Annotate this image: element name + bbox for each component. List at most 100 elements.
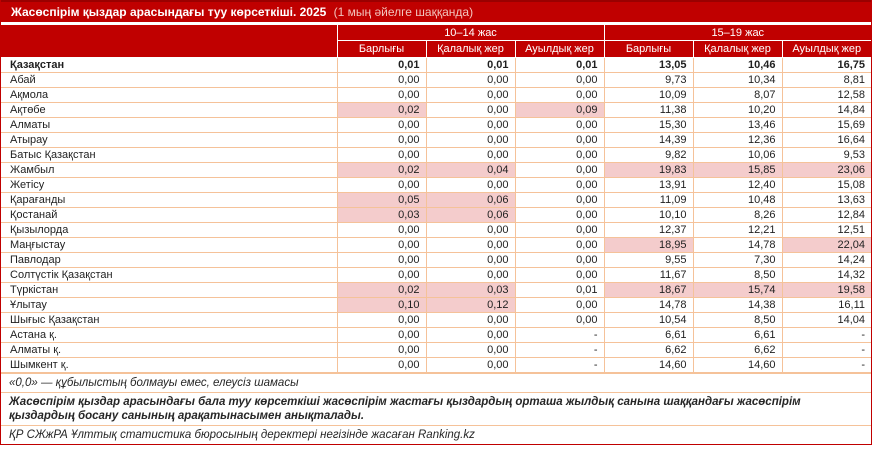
- table-row: Алматы қ. 0,00 0,00-6,62 6,62-: [1, 342, 871, 358]
- data-table: 10–14 жас 15–19 жас Барлығы Қалалық жер …: [1, 24, 871, 373]
- value-cell: 0,00: [336, 177, 427, 193]
- value-cell: 12,84: [781, 207, 871, 223]
- value-cell: 0,02: [336, 102, 427, 118]
- value-cell: 14,60: [692, 357, 783, 373]
- value-cell: 0,00: [336, 72, 427, 88]
- region-cell: Түркістан: [1, 282, 338, 298]
- value-cell: 0,00: [425, 177, 516, 193]
- value-cell: 10,20: [692, 102, 783, 118]
- value-cell: 0,00: [514, 237, 605, 253]
- region-cell: Абай: [1, 72, 338, 88]
- value-cell: 18,95: [603, 237, 694, 253]
- value-cell: 18,67: [603, 282, 694, 298]
- value-cell: 11,09: [603, 192, 694, 208]
- value-cell: 9,82: [603, 147, 694, 163]
- value-cell: 10,34: [692, 72, 783, 88]
- value-cell: 0,06: [425, 207, 516, 223]
- title-bar: Жасөспірім қыздар арасындағы туу көрсетк…: [1, 0, 871, 24]
- value-cell: 8,26: [692, 207, 783, 223]
- value-cell: 9,73: [603, 72, 694, 88]
- value-cell: 0,03: [425, 282, 516, 298]
- value-cell: 0,00: [425, 357, 516, 373]
- value-cell: 13,91: [603, 177, 694, 193]
- value-cell: 0,00: [336, 252, 427, 268]
- value-cell: 0,00: [425, 132, 516, 148]
- value-cell: 12,36: [692, 132, 783, 148]
- value-cell: 0,00: [514, 252, 605, 268]
- value-cell: 13,05: [603, 57, 694, 73]
- region-cell: Қарағанды: [1, 192, 338, 208]
- value-cell: 0,00: [514, 72, 605, 88]
- value-cell: 0,00: [514, 312, 605, 328]
- table-row: Қостанай 0,03 0,06 0,00 10,10 8,26 12,84: [1, 207, 871, 223]
- value-cell: 0,00: [514, 222, 605, 238]
- value-cell: 14,78: [603, 297, 694, 313]
- table-row: Шығыс Қазақстан 0,00 0,00 0,00 10,54 8,50 14,0…: [1, 312, 871, 328]
- value-cell: 16,11: [781, 297, 871, 313]
- value-cell: 6,61: [692, 327, 783, 343]
- value-cell: 6,62: [603, 342, 694, 358]
- value-cell: 0,12: [425, 297, 516, 313]
- region-cell: Батыс Қазақстан: [1, 147, 338, 163]
- value-cell: 0,00: [514, 207, 605, 223]
- value-cell: 10,06: [692, 147, 783, 163]
- value-cell: -: [514, 357, 605, 373]
- value-cell: 11,38: [603, 102, 694, 118]
- table-row: Шымкент қ. 0,00 0,00-14,60 14,60-: [1, 357, 871, 373]
- header-col-total-1519: Барлығы: [603, 40, 694, 58]
- value-cell: 0,00: [514, 297, 605, 313]
- table-row: Маңғыстау 0,00 0,00 0,00 18,95 14,78 22,04: [1, 237, 871, 253]
- value-cell: 0,00: [336, 357, 427, 373]
- header-col-rural-1014: Ауылдық жер: [514, 40, 605, 58]
- value-cell: 12,58: [781, 87, 871, 103]
- table-row: Қарағанды 0,05 0,06 0,00 11,09 10,48 13,63: [1, 192, 871, 208]
- value-cell: 0,01: [336, 57, 427, 73]
- value-cell: 0,00: [514, 147, 605, 163]
- value-cell: 0,00: [336, 327, 427, 343]
- value-cell: 10,10: [603, 207, 694, 223]
- region-cell: Шығыс Қазақстан: [1, 312, 338, 328]
- header-col-total-1014: Барлығы: [337, 40, 427, 58]
- region-cell: Атырау: [1, 132, 338, 148]
- value-cell: 9,55: [603, 252, 694, 268]
- value-cell: 23,06: [781, 162, 871, 178]
- value-cell: 0,00: [425, 312, 516, 328]
- value-cell: 0,02: [336, 162, 427, 178]
- value-cell: 14,38: [692, 297, 783, 313]
- table-row: Солтүстік Қазақстан 0,00 0,00 0,00 11,67 8,50…: [1, 267, 871, 283]
- value-cell: 8,50: [692, 267, 783, 283]
- value-cell: 0,00: [425, 342, 516, 358]
- value-cell: 6,62: [692, 342, 783, 358]
- header-col-urban-1519: Қалалық жер: [692, 40, 783, 58]
- value-cell: 8,07: [692, 87, 783, 103]
- value-cell: 0,00: [514, 162, 605, 178]
- value-cell: 10,48: [692, 192, 783, 208]
- header-group-10-14: 10–14 жас: [336, 24, 605, 41]
- page-title-subtitle: (1 мың әйелге шаққанда): [333, 5, 474, 19]
- value-cell: 14,04: [781, 312, 871, 328]
- value-cell: 0,00: [514, 267, 605, 283]
- table-row: Жетісу 0,00 0,00 0,00 13,91 12,40 15,08: [1, 177, 871, 193]
- value-cell: 12,21: [692, 222, 783, 238]
- value-cell: 0,00: [425, 237, 516, 253]
- region-cell: Ұлытау: [1, 297, 338, 313]
- table-row: Павлодар 0,00 0,00 0,00 9,55 7,30 14,24: [1, 252, 871, 268]
- value-cell: 0,03: [336, 207, 427, 223]
- value-cell: 0,00: [425, 102, 516, 118]
- table-header: 10–14 жас 15–19 жас Барлығы Қалалық жер …: [1, 24, 871, 58]
- region-cell: Қазақстан: [1, 57, 338, 73]
- footnote-methodology: Жасөспірім қыздар арасындағы бала туу кө…: [1, 392, 871, 425]
- header-col-rural-1519: Ауылдық жер: [781, 40, 871, 58]
- region-cell: Жамбыл: [1, 162, 338, 178]
- value-cell: 13,63: [781, 192, 871, 208]
- value-cell: 0,00: [336, 117, 427, 133]
- region-cell: Солтүстік Қазақстан: [1, 267, 338, 283]
- value-cell: 12,51: [781, 222, 871, 238]
- value-cell: 10,46: [692, 57, 783, 73]
- header-sub-row: Барлығы Қалалық жер Ауылдық жер Барлығы …: [1, 40, 871, 58]
- value-cell: 7,30: [692, 252, 783, 268]
- value-cell: 15,30: [603, 117, 694, 133]
- header-region-corner: [1, 24, 338, 58]
- value-cell: 0,00: [336, 342, 427, 358]
- value-cell: 0,00: [425, 222, 516, 238]
